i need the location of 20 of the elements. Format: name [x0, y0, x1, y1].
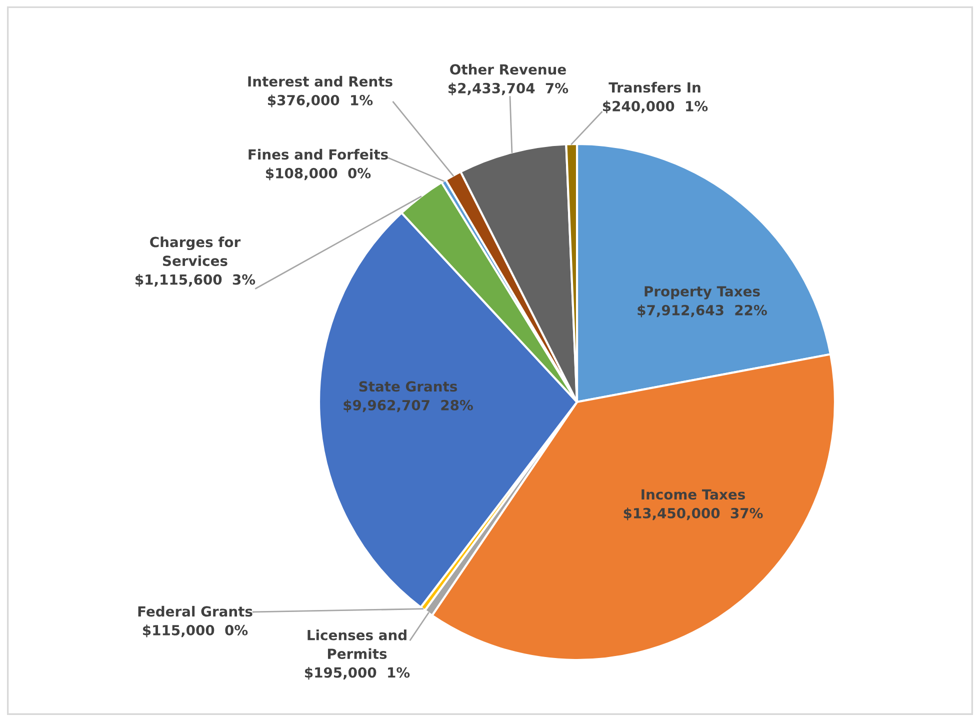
data-label: $115,000 0%: [143, 624, 248, 638]
data-label: $13,450,000 37%: [624, 508, 763, 520]
data-label: $108,000 0%: [266, 168, 371, 180]
data-label: $195,000 1%: [305, 667, 410, 680]
data-label: $240,000 1%: [603, 100, 708, 114]
slice-label: Fines and Forfeits: [248, 148, 388, 160]
slice-label: Property Taxes: [644, 286, 760, 300]
data-label: $7,912,643 22%: [638, 304, 767, 318]
slice-label: Interest and Rents: [248, 76, 392, 87]
slice-label: Federal Grants: [138, 606, 252, 617]
slice-label: Transfers In: [608, 82, 700, 93]
slice-label: Charges for Services: [150, 236, 241, 266]
data-label: $2,433,704 7%: [448, 82, 568, 96]
slice-label: Income Taxes: [642, 489, 745, 500]
slice-label: Other Revenue: [450, 64, 566, 75]
data-label: $376,000 1%: [268, 94, 373, 108]
data-label: $9,962,707 28%: [344, 400, 473, 412]
slice-label: Licenses and Permits: [308, 630, 406, 660]
slice-label: State Grants: [359, 381, 458, 392]
data-label: $1,115,600 3%: [136, 274, 256, 287]
